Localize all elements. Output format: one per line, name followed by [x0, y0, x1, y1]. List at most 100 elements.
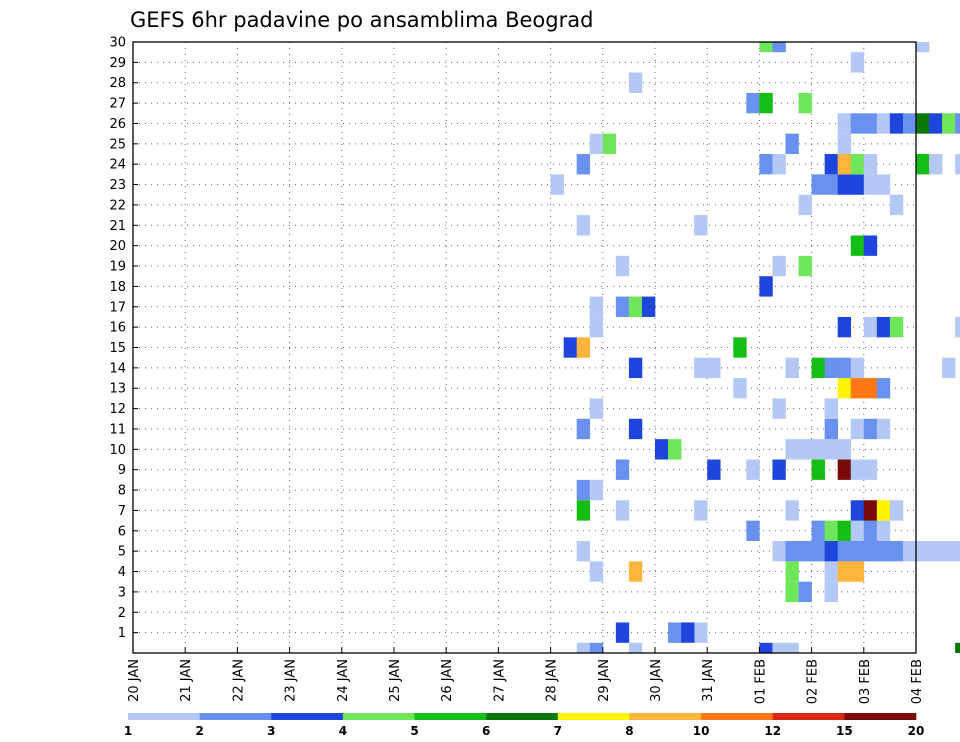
heatmap-cell	[589, 642, 604, 653]
y-tick-label: 8	[118, 484, 126, 499]
heatmap-cell	[746, 520, 760, 541]
colorbar-label: 7	[554, 724, 562, 738]
heatmap-cell	[694, 622, 708, 643]
y-tick-label: 12	[109, 402, 126, 417]
y-tick-label: 22	[109, 198, 126, 213]
heatmap-cell	[785, 540, 799, 562]
heatmap-cell	[876, 540, 891, 562]
colorbar-label: 8	[625, 724, 633, 738]
heatmap-cells	[550, 42, 960, 653]
y-tick-label: 14	[109, 361, 126, 376]
heatmap-cell	[576, 500, 591, 521]
chart-title: GEFS 6hr padavine po ansamblima Beograd	[130, 8, 593, 32]
heatmap-cell	[785, 642, 799, 653]
heatmap-cell	[798, 581, 812, 603]
x-tick-label: 04 FEB	[910, 659, 925, 704]
heatmap-cell	[837, 133, 852, 155]
heatmap-cell	[641, 296, 656, 317]
y-tick-label: 29	[109, 56, 126, 71]
heatmap-cell	[876, 500, 891, 521]
heatmap-cell	[589, 398, 604, 419]
y-tick-label: 2	[118, 606, 126, 621]
heatmap-cell	[589, 561, 604, 582]
heatmap-cell	[863, 113, 878, 134]
heatmap-cell	[863, 378, 878, 399]
colorbar-label: 5	[410, 724, 418, 738]
heatmap-cell	[759, 642, 773, 653]
heatmap-cell	[576, 479, 591, 501]
x-tick-label: 03 FEB	[858, 659, 873, 704]
heatmap-cell	[863, 520, 878, 541]
heatmap-cell	[746, 459, 760, 480]
heatmap-cell	[746, 92, 760, 114]
y-tick-label: 21	[109, 219, 126, 234]
colorbar-label: 10	[693, 724, 710, 738]
heatmap-cell	[824, 520, 838, 541]
heatmap-cell	[681, 622, 695, 643]
x-tick-label: 29 JAN	[597, 659, 612, 702]
heatmap-cell	[628, 642, 643, 653]
colorbar-swatch	[342, 713, 415, 720]
heatmap-cell	[550, 174, 564, 195]
heatmap-cell	[628, 72, 643, 93]
heatmap-cell	[942, 540, 956, 562]
heatmap-cell	[837, 174, 852, 195]
heatmap-cell	[576, 337, 591, 358]
heatmap-cell	[850, 418, 865, 440]
y-axis-ticks: 1234567891011121314151617181920212223242…	[109, 36, 138, 641]
heatmap-cell	[929, 154, 943, 175]
heatmap-cell	[863, 154, 878, 175]
x-tick-label: 25 JAN	[388, 659, 403, 702]
colorbar-swatch	[128, 713, 200, 720]
heatmap-cell	[824, 540, 838, 562]
heatmap-cell	[850, 357, 865, 379]
heatmap-cell	[785, 357, 799, 379]
heatmap-cell	[824, 439, 838, 460]
x-tick-label: 02 FEB	[806, 659, 821, 704]
heatmap-cell	[942, 357, 956, 379]
heatmap-cell	[785, 133, 799, 155]
heatmap-cell	[837, 561, 852, 582]
heatmap-cell	[628, 561, 643, 582]
heatmap-cell	[772, 642, 786, 653]
heatmap-cell	[811, 459, 825, 480]
heatmap-cell	[798, 194, 812, 216]
heatmap-cell	[811, 174, 825, 195]
heatmap-cell	[876, 520, 891, 541]
x-tick-label: 28 JAN	[545, 659, 560, 702]
heatmap-cell	[863, 459, 878, 480]
heatmap-cell	[576, 154, 591, 175]
heatmap-cell	[850, 52, 865, 73]
heatmap-cell	[811, 540, 825, 562]
x-tick-label: 01 FEB	[753, 659, 768, 704]
heatmap-cell	[628, 357, 643, 379]
heatmap-cell	[850, 113, 865, 134]
colorbar-swatch	[629, 713, 702, 720]
heatmap-cell	[876, 378, 891, 399]
colorbar-swatch	[486, 713, 559, 720]
heatmap-cell	[850, 154, 865, 175]
x-tick-label: 31 JAN	[701, 659, 716, 702]
heatmap-cell	[576, 215, 591, 236]
colorbar-label: 4	[339, 724, 347, 738]
y-tick-label: 6	[118, 524, 126, 539]
heatmap-cell	[837, 357, 852, 379]
x-tick-label: 21 JAN	[179, 659, 194, 702]
heatmap-cell	[785, 439, 799, 460]
heatmap-cell	[837, 316, 852, 338]
heatmap-cell	[942, 113, 956, 134]
heatmap-cell	[589, 479, 604, 501]
heatmap-cell	[602, 133, 617, 155]
heatmap-cell	[824, 581, 838, 603]
heatmap-cell	[824, 418, 838, 440]
heatmap-cell	[759, 276, 773, 297]
heatmap-cell	[863, 174, 878, 195]
heatmap-cell	[850, 235, 865, 256]
heatmap-cell	[589, 133, 604, 155]
heatmap-cell	[589, 296, 604, 317]
heatmap-cell	[628, 296, 643, 317]
heatmap-cell	[694, 357, 708, 379]
heatmap-cell	[628, 418, 643, 440]
heatmap-cell	[850, 174, 865, 195]
